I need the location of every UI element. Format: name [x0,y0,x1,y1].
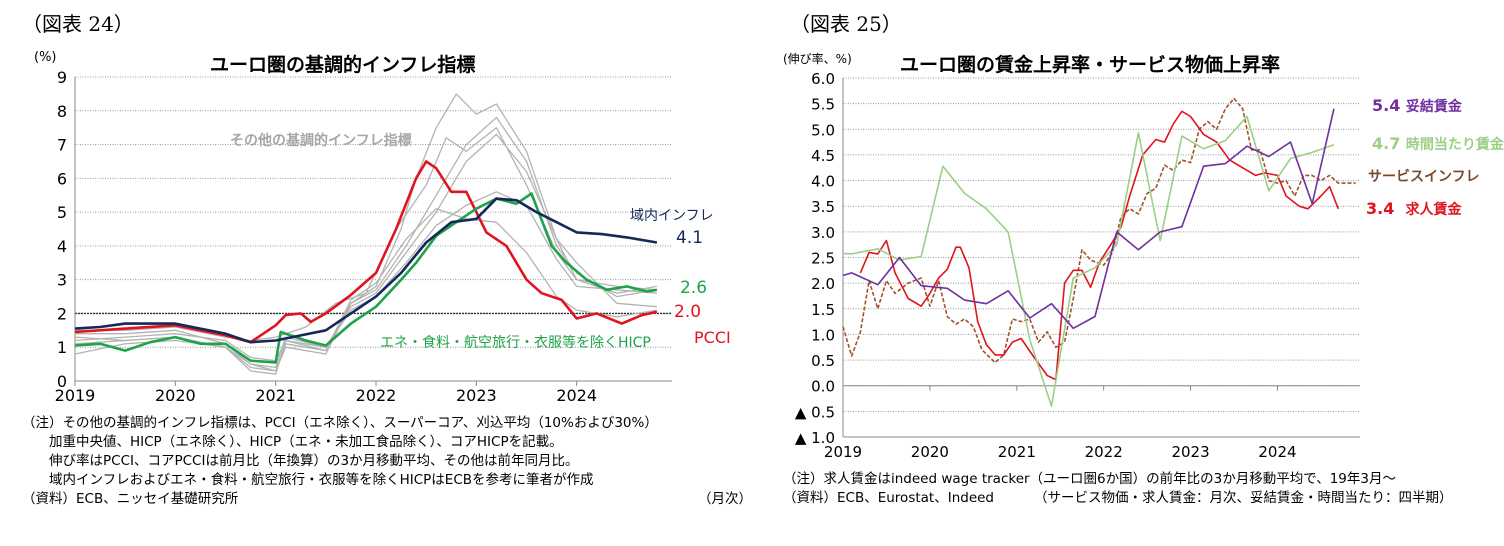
y-tick-label: 0 [57,372,67,391]
chart2-plot: ▲ 1.0 ▲ 0.5 0.0 0.5 1.0 1.5 2.0 2.5 3.0 3.5 4.0 4.5… [795,70,1360,461]
negotiated-wage-value: 5.4 [1372,96,1401,115]
hourly-wage-name: 時間当たり賃金 [1405,137,1504,153]
x-tick-label: 2020 [155,386,196,405]
series-line-サービスインフレ [842,97,1356,364]
annot-pcci: PCCI [694,328,731,347]
annot-hicp-value: 2.6 [680,278,708,298]
y-tick-label: 6.0 [811,70,835,88]
posted-wage-value: 3.4 [1366,199,1395,218]
label-posted-wage: 3.4 求人賃金 [1366,199,1461,219]
note-line: （注）その他の基調的インフレ指標は、PCCI（エネ除く）、スーパーコア、刈込平均… [22,415,658,431]
y-tick-label: ▲ 1.0 [795,429,835,447]
chart1-notes: （注）その他の基調的インフレ指標は、PCCI（エネ除く）、スーパーコア、刈込平均… [22,414,658,509]
series-line-others [74,93,658,372]
source-line: （資料）ECB、ニッセイ基礎研究所 [22,491,239,507]
y-tick-label: 4 [57,237,67,256]
hourly-wage-value: 4.7 [1372,134,1401,153]
y-tick-label: 1.0 [811,326,835,344]
source-text: （資料）ECB、Eurostat、Indeed [783,490,994,506]
annot-hicp: エネ・食料・航空旅行・衣服等を除くHICP [380,335,651,351]
y-tick-label: 2.0 [811,275,835,293]
fig25-label: （図表 25） [790,12,902,36]
chart2-title: ユーロ圏の賃金上昇率・サービス物価上昇率 [900,54,1281,76]
y-tick-label: 3 [57,271,67,290]
posted-wage-name: 求人賃金 [1405,202,1462,218]
x-tick-label: 2019 [55,386,96,405]
note-line: （注）求人賃金はindeed wage tracker（ユーロ圏6か国）の前年比… [783,471,1396,487]
fig24-label: （図表 24） [22,12,134,36]
note-line: 加重中央値、HICP（エネ除く）、HICP（エネ・未加工食品除く）、コアHICP… [22,434,563,450]
x-tick-label: 2024 [1258,443,1296,461]
y-tick-label: 4.0 [811,173,835,191]
y-tick-label: 3.5 [811,198,835,216]
y-tick-label: 3.0 [811,224,835,242]
series-line-domestic [74,197,658,344]
chart1-title: ユーロ圏の基調的インフレ指標 [210,54,476,76]
x-tick-label: 2024 [556,386,597,405]
chart2-ylabel: (伸び率、%) [783,52,852,66]
y-tick-label: 5.0 [811,121,835,139]
y-tick-label: 7 [57,136,67,155]
note-line: 域内インフレおよびエネ・食料・航空旅行・衣服等を除くHICPはECBを参考に筆者… [22,472,594,488]
y-tick-label: ▲ 0.5 [795,403,835,421]
series-line-求人賃金 [859,110,1340,381]
x-tick-label: 2022 [356,386,397,405]
x-tick-label: 2023 [456,386,497,405]
chart2-frequency: （サービス物価・求人賃金：月次、妥結賃金・時間当たり：四半期） [1034,490,1453,506]
label-hourly-wage: 4.7 時間当たり賃金 [1372,134,1504,154]
x-tick-label: 2021 [255,386,296,405]
y-tick-label: 1.5 [811,301,835,319]
y-tick-label: 2.5 [811,250,835,268]
series-line-hicp [74,192,658,364]
y-tick-label: 5.5 [811,96,835,114]
chart2-notes: （注）求人賃金はindeed wage tracker（ユーロ圏6か国）の前年比… [783,470,1453,508]
x-tick-label: 2022 [1085,443,1123,461]
series-line-妥結賃金 [842,108,1335,330]
y-tick-label: 0.5 [811,352,835,370]
source-line: （資料）ECB、Eurostat、Indeed （サービス物価・求人賃金：月次、妥… [783,489,1453,508]
x-tick-label: 2019 [824,443,862,461]
note-line: 伸び率はPCCI、コアPCCIは前月比（年換算）の3か月移動平均、その他は前年同… [22,453,579,469]
x-tick-label: 2023 [1171,443,1209,461]
chart1-frequency: （月次） [698,491,752,507]
negotiated-wage-name: 妥結賃金 [1405,99,1462,115]
label-negotiated-wage: 5.4 妥結賃金 [1372,96,1462,116]
y-tick-label: 5 [57,203,67,222]
annot-domestic-value: 4.1 [676,228,704,248]
series-line-時間当たり賃金 [842,115,1335,407]
y-tick-label: 1 [57,338,67,357]
x-tick-label: 2021 [998,443,1036,461]
y-tick-label: 8 [57,102,67,121]
annot-others: その他の基調的インフレ指標 [230,133,412,149]
y-tick-label: 4.5 [811,147,835,165]
y-tick-label: 9 [57,68,67,87]
annot-pcci-value: 2.0 [674,302,702,322]
y-tick-label: 2 [57,304,67,323]
series-line-pcci [74,160,658,344]
chart1-ylabel: (%) [34,50,57,65]
x-tick-label: 2020 [911,443,949,461]
y-tick-label: 6 [57,169,67,188]
y-tick-label: 0.0 [811,378,835,396]
annot-domestic: 域内インフレ [630,208,714,224]
chart1-plot: 0 1 2 3 4 5 6 7 8 9 2019 2020 2021 2022 2023 2024 [55,68,672,405]
series-line-others [74,208,658,372]
label-service-inflation: サービスインフレ [1368,169,1480,185]
